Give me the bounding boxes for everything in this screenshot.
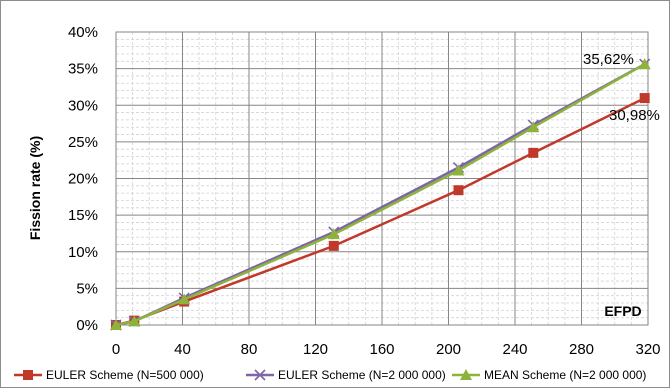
y-tick-label: 40% — [68, 24, 98, 41]
data-point-triangle — [110, 319, 122, 330]
y-tick-label: 30% — [68, 97, 98, 114]
legend-label: EULER Scheme (N=500 000) — [46, 368, 204, 382]
x-tick-label: 240 — [502, 341, 527, 358]
data-point-square — [639, 93, 650, 104]
data-point-square — [453, 185, 464, 196]
legend-label: EULER Scheme (N=2 000 000) — [278, 368, 446, 382]
x-tick-label: 120 — [303, 341, 328, 358]
data-point-triangle — [460, 369, 472, 380]
y-tick-label: 10% — [68, 244, 98, 261]
x-axis-title: EFPD — [604, 303, 641, 319]
y-tick-label: 15% — [68, 207, 98, 224]
data-point-square — [328, 240, 339, 251]
series-3 — [110, 58, 651, 330]
y-tick-label: 0% — [76, 317, 98, 334]
series-layer — [110, 58, 651, 331]
data-point-triangle — [638, 58, 651, 70]
legend-label: MEAN Scheme (N=2 000 000) — [484, 368, 646, 382]
x-tick-label: 40 — [174, 341, 191, 358]
y-tick-label: 35% — [68, 61, 98, 78]
x-tick-label: 200 — [436, 341, 461, 358]
data-point-x — [254, 369, 266, 381]
x-tick-label: 80 — [241, 341, 258, 358]
x-tick-label: 0 — [112, 341, 120, 358]
x-tick-label: 160 — [369, 341, 394, 358]
data-point-triangle — [178, 293, 191, 305]
data-point-square — [23, 370, 33, 380]
data-point-triangle — [452, 164, 465, 176]
data-point-triangle — [128, 315, 141, 327]
annotation-euler-2m-final: 35,62% — [583, 51, 634, 68]
x-tick-label: 320 — [635, 341, 660, 358]
y-tick-label: 5% — [76, 280, 98, 297]
annotation-euler-500k-final: 30,98% — [609, 107, 660, 124]
x-tick-label: 280 — [569, 341, 594, 358]
y-tick-label: 20% — [68, 171, 98, 188]
legend: EULER Scheme (N=500 000) EULER Scheme (N=… — [14, 368, 646, 382]
data-point-triangle — [527, 121, 540, 133]
y-tick-label: 25% — [68, 134, 98, 151]
ticks-layer: 0% 5% 10% 15% 20% 25% 30% 35% 40% 0 40 80 120 160 200 2… — [68, 24, 661, 358]
data-point-triangle — [327, 228, 340, 240]
y-axis-title: Fission rate (%) — [27, 136, 43, 240]
grid — [115, 31, 649, 326]
data-point-square — [528, 147, 539, 158]
